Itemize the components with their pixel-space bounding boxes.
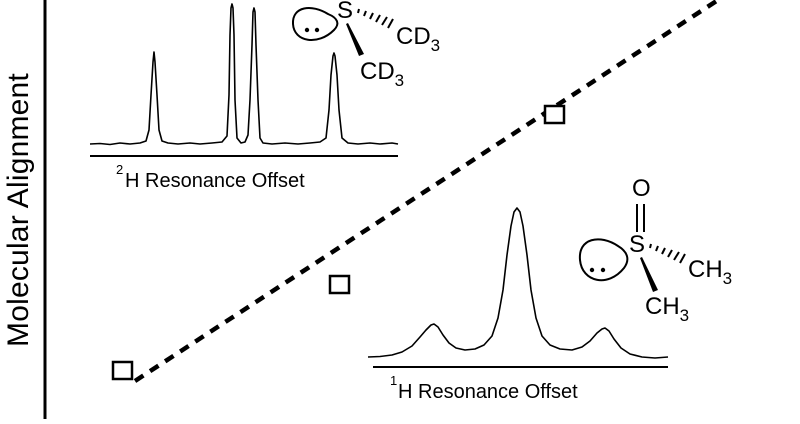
marker-low [111, 360, 134, 381]
hashed-bond [649, 243, 686, 264]
lone-pair-dot [304, 27, 310, 33]
spectrum-2h-trace [89, 3, 399, 146]
methyl-group: CH3 [645, 293, 689, 325]
lone-pair-dot [314, 27, 320, 33]
methyl-group: CH3 [688, 256, 732, 288]
axis-2h-label: H Resonance Offset [125, 170, 305, 192]
marker-mid [328, 274, 351, 295]
wedge-bond [346, 23, 364, 56]
marker-high [543, 104, 566, 125]
spectrum-1h-trace [367, 207, 669, 359]
lone-pair-lobe [291, 7, 339, 42]
hashed-bond [357, 8, 394, 29]
wedge-bond [640, 257, 658, 292]
methyl-group: CD3 [396, 23, 440, 55]
axis-2h-superscript: 2 [116, 162, 123, 177]
axis-1h-superscript: 1 [390, 373, 397, 388]
methyl-group: CD3 [360, 58, 404, 90]
trend-line [133, 0, 720, 383]
inset-1h-spectrum: 1 H Resonance Offset O S C [367, 175, 732, 403]
inset-2h-spectrum: 2 H Resonance Offset S CD3 [89, 0, 440, 192]
axis-1h-label: H Resonance Offset [398, 381, 578, 403]
lone-pair-lobe [578, 238, 629, 282]
y-axis-title: Molecular Alignment [2, 0, 35, 419]
sulfur-atom: S [337, 0, 353, 24]
molecule-dmso-d6: S CD3 CD3 [291, 0, 440, 90]
molecule-dmso: O S CH3 CH3 [578, 175, 732, 325]
oxygen-atom: O [632, 175, 651, 202]
lone-pair-dot [600, 267, 606, 273]
lone-pair-dot [589, 267, 595, 273]
y-axis-label: Molecular Alignment [2, 72, 35, 347]
sulfur-atom: S [629, 231, 645, 258]
